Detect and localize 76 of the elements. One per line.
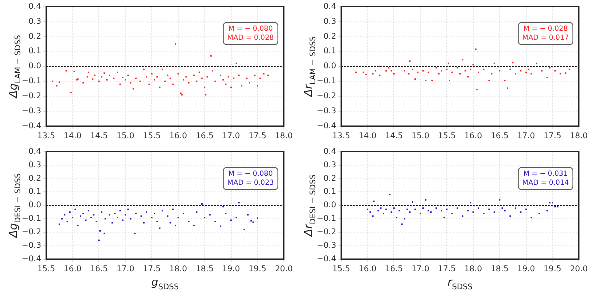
x-tick-label: 19.0 [222,264,240,274]
x-tick-label: 15.5 [38,264,56,274]
x-tick-label: 17.0 [517,131,536,140]
x-tick-label: 16.0 [170,131,188,140]
y-tick-label: 0.4 [28,2,42,11]
y-tick-label: 0.2 [28,174,42,183]
y-tick-label: −0.2 [316,228,336,237]
x-tick-label: 18.0 [275,131,293,140]
x-tick-label: 20.0 [570,264,588,274]
x-tick-label: 17.0 [116,264,135,274]
x-tick-label: 19.0 [517,264,536,274]
x-tick-label: 14.0 [64,131,82,140]
x-tick-label: 18.0 [570,131,588,140]
y-tick-label: −0.1 [316,76,336,86]
x-tick-label: 17.5 [438,264,456,274]
x-tick-label: 16.0 [358,264,377,274]
x-tick-label: 15.5 [143,131,161,140]
x-tick-label: 17.5 [248,131,267,140]
y-tick-label: 0.1 [324,46,336,56]
x-tick-label: 17.0 [412,264,430,274]
y-tick-label: −0.4 [22,254,42,264]
y-tick-label: 0.0 [324,200,336,210]
y-tick-label: −0.4 [316,121,336,130]
y-tick-label: 0.1 [28,46,42,56]
y-tick-label: 0.4 [28,146,42,156]
y-tick-label: −0.4 [316,254,336,264]
x-tick-label: 15.5 [332,264,350,274]
y-tick-label: −0.1 [22,214,42,224]
y-tick-label: −0.2 [316,92,336,101]
x-tick-label: 18.0 [464,264,482,274]
x-tick-label: 15.0 [412,131,430,140]
y-tick-label: 0.3 [28,160,42,170]
y-tick-label: −0.2 [22,228,42,237]
x-tick-label: 20.0 [275,264,293,274]
y-tick-label: 0.0 [324,62,336,71]
x-tick-label: 13.5 [38,131,56,140]
x-tick-label: 18.5 [196,264,214,274]
y-tick-label: 0.0 [28,62,42,71]
y-tick-label: 0.1 [324,187,336,196]
x-tick-label: 17.0 [222,131,240,140]
x-tick-label: 14.5 [90,131,108,140]
y-tick-label: −0.4 [22,121,42,130]
y-tick-label: 0.2 [324,32,336,41]
x-tick-label: 14.0 [358,131,377,140]
x-tick-label: 15.5 [438,131,456,140]
y-tick-label: −0.3 [22,241,42,250]
y-tick-label: 0.1 [28,187,42,196]
x-tick-label: 19.5 [248,264,267,274]
y-tick-label: 0.4 [324,2,336,11]
y-tick-label: −0.1 [22,76,42,86]
x-tick-label: 16.0 [464,131,482,140]
y-tick-label: 0.2 [324,174,336,183]
y-tick-label: 0.3 [324,160,336,170]
x-tick-label: 16.5 [196,131,214,140]
y-tick-label: −0.2 [22,92,42,101]
y-tick-label: −0.1 [316,214,336,224]
y-tick-label: −0.3 [316,241,336,250]
y-tick-label: 0.4 [324,146,336,156]
x-tick-label: 18.0 [170,264,188,274]
y-tick-label: −0.3 [22,106,42,116]
x-tick-label: 16.5 [490,131,509,140]
x-tick-label: 13.5 [332,131,350,140]
y-tick-label: 0.3 [324,16,336,26]
y-tick-label: −0.3 [316,106,336,116]
x-tick-label: 16.5 [90,264,108,274]
y-tick-label: 0.2 [28,32,42,41]
y-tick-label: 0.0 [28,200,42,210]
x-tick-label: 17.5 [143,264,161,274]
x-tick-label: 19.5 [544,264,562,274]
x-tick-label: 18.5 [490,264,509,274]
x-tick-label: 16.5 [385,264,404,274]
x-tick-label: 17.5 [544,131,562,140]
x-tick-label: 16.0 [64,264,82,274]
y-tick-label: 0.3 [28,16,42,26]
x-tick-label: 14.5 [385,131,404,140]
x-tick-label: 15.0 [116,131,135,140]
